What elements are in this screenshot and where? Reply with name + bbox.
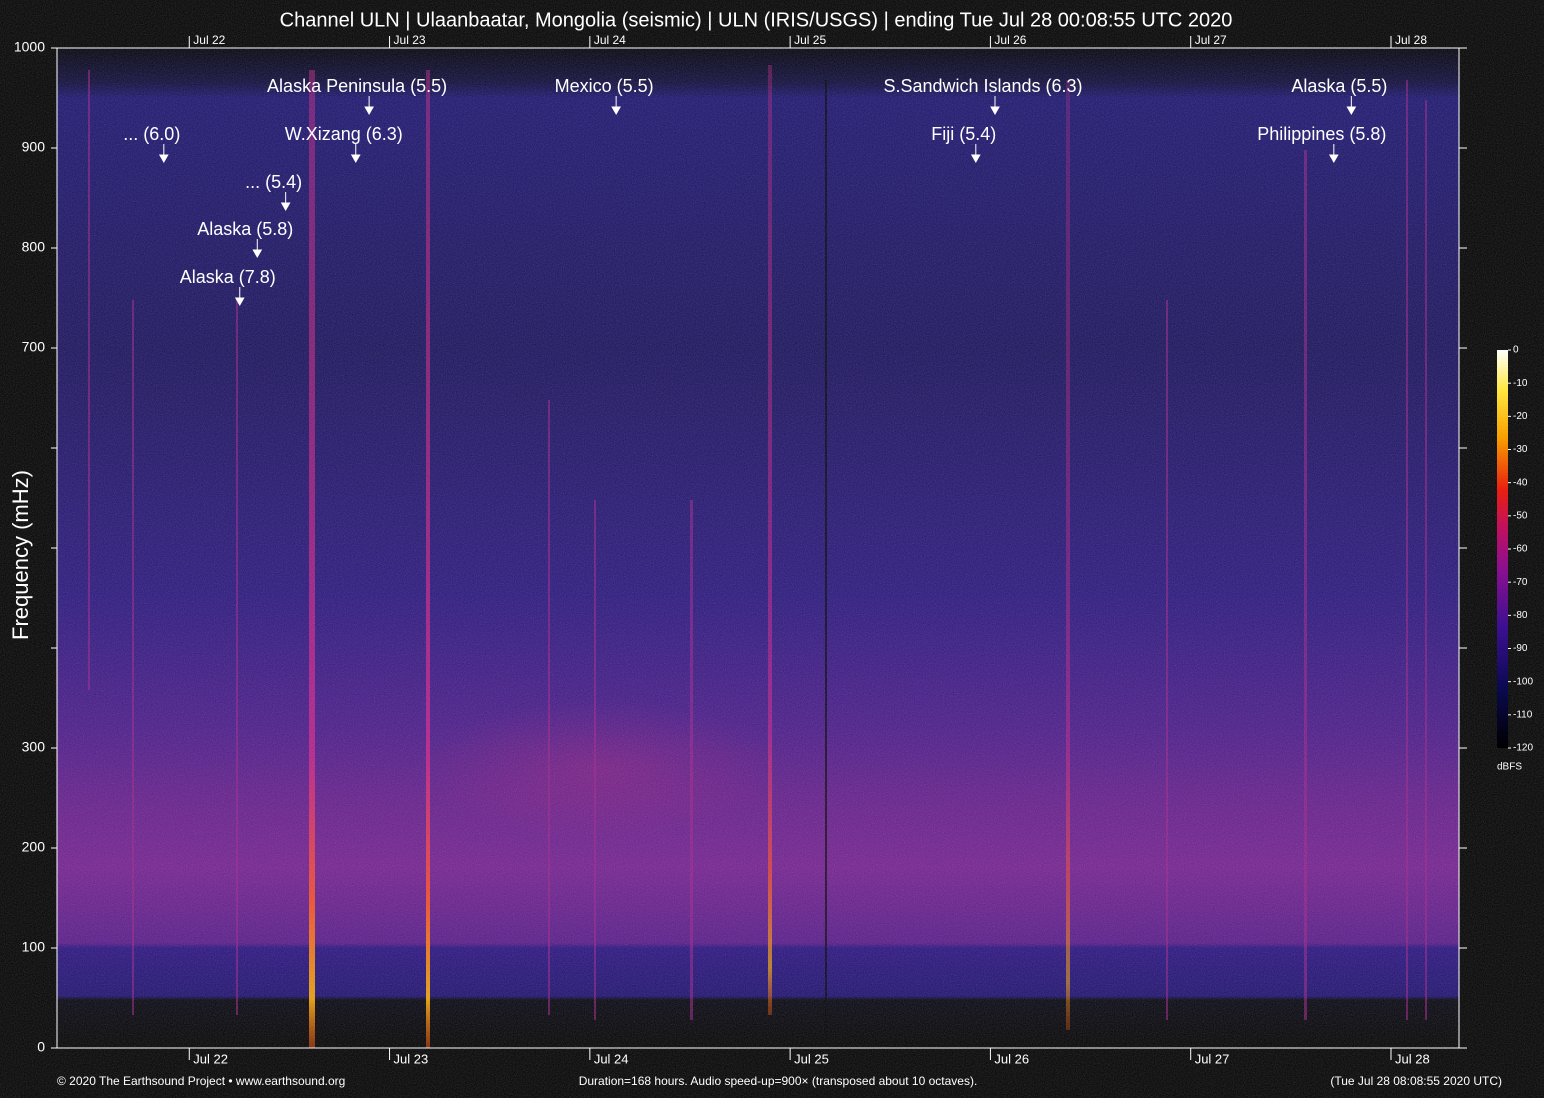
event-label: W.Xizang (6.3) — [285, 124, 403, 144]
colorbar-tick-label: -90 — [1513, 643, 1528, 654]
x-tick-label: Jul 23 — [394, 1051, 429, 1066]
x-tick-label: Jul 27 — [1195, 1051, 1230, 1066]
event-arrow — [611, 96, 621, 116]
y-tick-label: 800 — [22, 239, 46, 255]
y-tick-label: 300 — [22, 739, 46, 755]
event-label: Mexico (5.5) — [555, 76, 654, 96]
event-label: ... (6.0) — [123, 124, 180, 144]
event-label: Fiji (5.4) — [931, 124, 996, 144]
event-arrow — [990, 96, 1000, 116]
colorbar-tick-label: -50 — [1513, 510, 1528, 521]
footer-left: © 2020 The Earthsound Project • www.eart… — [57, 1074, 345, 1088]
event-label: Alaska (5.8) — [197, 219, 293, 239]
colorbar-tick-label: -40 — [1513, 477, 1528, 488]
y-tick-label: 100 — [22, 939, 46, 955]
y-tick-label: 700 — [22, 339, 46, 355]
y-tick-label: 1000 — [14, 39, 45, 55]
colorbar-label: dBFS — [1497, 762, 1522, 773]
y-axis-label: Frequency (mHz) — [8, 470, 33, 640]
x-tick-label: Jul 22 — [193, 1051, 228, 1066]
x-tick-label-top: Jul 26 — [994, 33, 1026, 47]
colorbar-tick-label: -80 — [1513, 610, 1528, 621]
colorbar-tick-label: -120 — [1513, 743, 1533, 754]
event-arrow — [1346, 96, 1357, 116]
event-label: S.Sandwich Islands (6.3) — [883, 76, 1082, 96]
event-label: Alaska (7.8) — [180, 267, 276, 287]
event-arrow — [364, 96, 374, 116]
x-tick-label-top: Jul 28 — [1395, 33, 1427, 47]
x-tick-label-top: Jul 24 — [594, 33, 626, 47]
footer-right: (Tue Jul 28 08:08:55 2020 UTC) — [1330, 1074, 1502, 1088]
event-label: Philippines (5.8) — [1257, 124, 1386, 144]
x-tick-label: Jul 28 — [1395, 1051, 1430, 1066]
colorbar-tick-label: -110 — [1513, 709, 1533, 720]
footer-center: Duration=168 hours. Audio speed-up=900× … — [579, 1074, 978, 1088]
y-tick-label: 900 — [22, 139, 46, 155]
event-arrow — [158, 144, 169, 164]
x-tick-label: Jul 26 — [994, 1051, 1029, 1066]
spectrogram — [57, 48, 1459, 1050]
event-arrow — [1328, 144, 1339, 164]
colorbar-tick-label: -60 — [1513, 544, 1528, 555]
event-arrow — [280, 192, 291, 212]
x-tick-label: Jul 25 — [794, 1051, 829, 1066]
x-tick-label-top: Jul 25 — [794, 33, 826, 47]
y-tick-label: 200 — [22, 839, 46, 855]
x-tick-label-top: Jul 27 — [1195, 33, 1227, 47]
colorbar-tick-label: -70 — [1513, 577, 1528, 588]
x-tick-label-top: Jul 23 — [394, 33, 426, 47]
event-label: Alaska (5.5) — [1291, 76, 1387, 96]
chart-title: Channel ULN | Ulaanbaatar, Mongolia (sei… — [280, 9, 1233, 31]
x-tick-label-top: Jul 22 — [193, 33, 225, 47]
event-arrow — [252, 239, 263, 259]
colorbar-tick-label: -100 — [1513, 676, 1533, 687]
event-arrow — [350, 144, 361, 164]
event-label: ... (5.4) — [245, 172, 302, 192]
event-label: Alaska Peninsula (5.5) — [267, 76, 447, 96]
event-arrow — [970, 144, 981, 164]
colorbar — [1497, 350, 1508, 748]
colorbar-tick-label: 0 — [1513, 345, 1519, 356]
colorbar-tick-label: -30 — [1513, 444, 1528, 455]
event-arrow — [234, 287, 245, 307]
colorbar-tick-label: -10 — [1513, 378, 1528, 389]
colorbar-tick-label: -20 — [1513, 411, 1528, 422]
y-tick-label: 0 — [37, 1039, 45, 1055]
x-tick-label: Jul 24 — [594, 1051, 629, 1066]
